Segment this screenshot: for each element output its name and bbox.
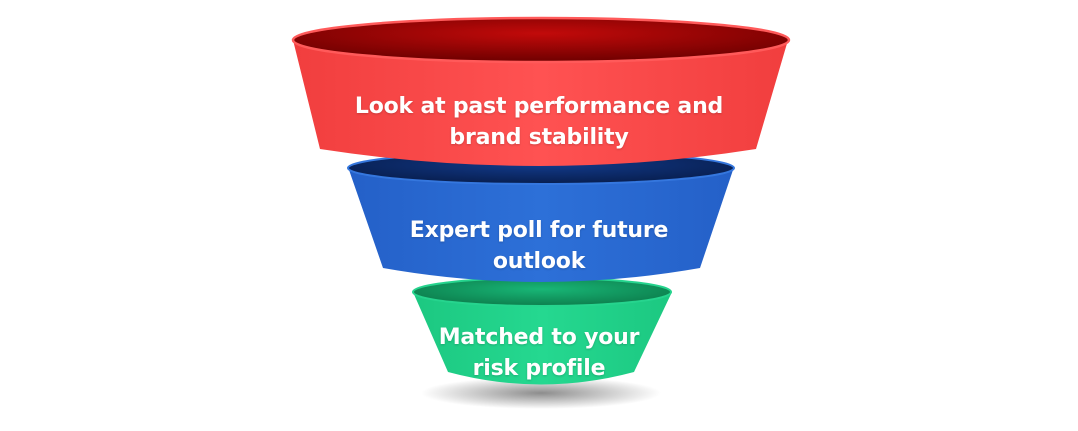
funnel-stage-3-label-line-2: risk profile — [472, 356, 606, 381]
funnel-stage-3-rim — [413, 278, 671, 306]
funnel-stage-1-rim-edge — [291, 16, 791, 64]
funnel-stage-1-body — [293, 40, 788, 166]
funnel-stage-1-rim — [293, 18, 789, 62]
funnel-stage-3 — [412, 277, 672, 385]
funnel-stage-1-label-line-2: brand stability — [449, 125, 629, 150]
funnel-stage-1-label: Look at past performance and brand stabi… — [0, 91, 1078, 153]
funnel-stage-2-label: Expert poll for future outlook — [0, 215, 1078, 277]
funnel-stage-3-body — [413, 292, 672, 385]
funnel-stage-3-label-line-1: Matched to your — [438, 325, 640, 350]
funnel-floor-shadow — [421, 377, 661, 409]
funnel-stage-1-label-line-1: Look at past performance and — [354, 94, 724, 119]
funnel-stage-3-label: Matched to your risk profile — [0, 322, 1078, 384]
funnel-stage-2-label-line-2: outlook — [492, 249, 586, 274]
funnel-stage-2-label-line-1: Expert poll for future — [409, 218, 669, 243]
funnel-stage-1 — [291, 16, 791, 166]
funnel-stage-2-body — [348, 167, 734, 282]
